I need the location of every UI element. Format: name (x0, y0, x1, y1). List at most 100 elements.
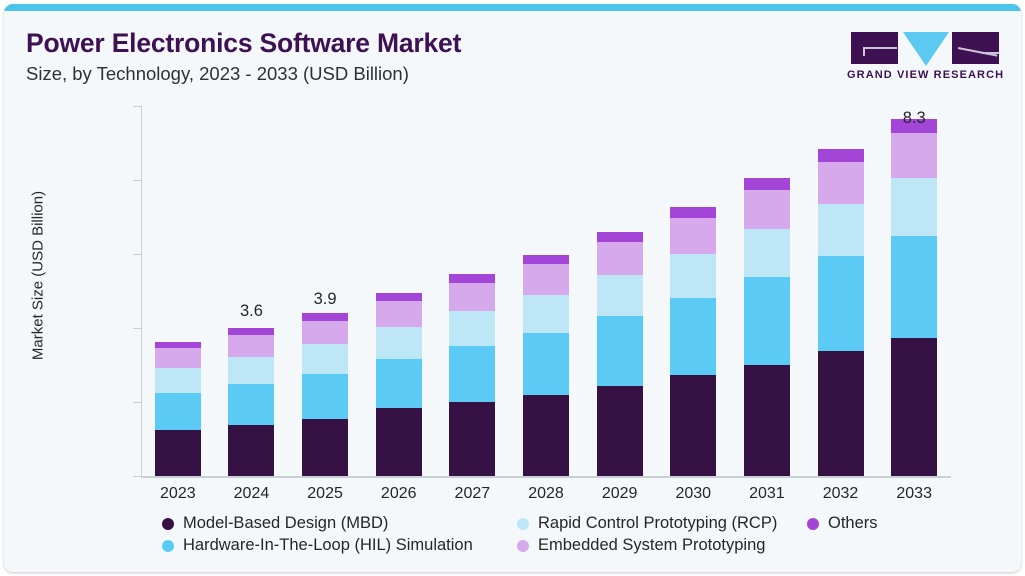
bar-segment[interactable] (743, 190, 790, 229)
logo-g-stem (863, 47, 865, 56)
legend-label: Model-Based Design (MBD) (183, 514, 389, 532)
bar-segment[interactable] (743, 365, 790, 476)
bar-segment[interactable] (523, 395, 569, 476)
accent-top-bar (4, 4, 1021, 11)
bar-segment[interactable] (743, 178, 790, 191)
bar-segment[interactable] (670, 218, 717, 254)
legend-color-swatch (162, 517, 174, 530)
bar-segment[interactable] (449, 402, 496, 476)
y-axis-line (141, 105, 142, 477)
bar-total-label: 3.6 (239, 302, 263, 320)
y-axis-tick (133, 106, 141, 107)
legend-item[interactable]: Model-Based Design (MBD) (162, 514, 388, 533)
bar-segment[interactable] (449, 273, 496, 283)
bar-segment[interactable] (449, 282, 496, 311)
bar-segment[interactable] (817, 203, 864, 257)
logo-r-bar (982, 52, 999, 54)
bar-segment[interactable] (596, 274, 643, 317)
bar-segment[interactable] (596, 231, 643, 243)
bar-stack[interactable] (228, 328, 275, 476)
bar-stack[interactable] (670, 207, 717, 476)
legend-label: Hardware-In-The-Loop (HIL) Simulation (183, 536, 473, 554)
bar-segment[interactable] (375, 326, 422, 359)
bar-segment[interactable] (596, 242, 643, 275)
bar-stack[interactable] (302, 312, 349, 476)
y-axis-tick (133, 328, 141, 329)
legend-label: Rapid Control Prototyping (RCP) (538, 514, 778, 532)
bar-segment[interactable] (228, 383, 275, 425)
bar-segment[interactable] (302, 320, 349, 345)
bar-segment[interactable] (523, 332, 569, 396)
bar-stack[interactable] (449, 273, 496, 476)
legend-color-swatch (807, 517, 819, 530)
legend-item[interactable]: Rapid Control Prototyping (RCP) (517, 514, 777, 533)
bar-segment[interactable] (228, 424, 275, 476)
bar-segment[interactable] (154, 429, 201, 476)
legend-label: Others (828, 514, 878, 532)
bar-stack[interactable] (817, 149, 864, 476)
bar-segment[interactable] (154, 392, 201, 430)
bar-segment[interactable] (817, 350, 864, 476)
bar-segment[interactable] (228, 356, 275, 384)
bar-segment[interactable] (449, 345, 496, 403)
bar-segment[interactable] (670, 298, 717, 376)
bar-segment[interactable] (670, 207, 717, 219)
bar-segment[interactable] (670, 375, 717, 476)
bar-segment[interactable] (154, 342, 201, 349)
bar-segment[interactable] (228, 328, 275, 335)
bar-stack[interactable] (891, 118, 938, 476)
bar-segment[interactable] (596, 316, 643, 386)
bar-stack[interactable] (523, 254, 569, 476)
chart-header: Power Electronics Software Market Size, … (4, 11, 1021, 91)
bar-segment[interactable] (375, 300, 422, 327)
legend-item[interactable]: Hardware-In-The-Loop (HIL) Simulation (162, 536, 473, 555)
bar-total-label: 3.9 (313, 289, 337, 308)
logo-v-triangle-icon (903, 32, 949, 66)
x-axis-tick-label: 2033 (896, 485, 932, 502)
x-axis-tick-label: 2027 (454, 485, 491, 502)
bar-segment[interactable] (817, 149, 864, 163)
bar-segment[interactable] (817, 256, 864, 351)
bar-segment[interactable] (743, 228, 790, 277)
bar-segment[interactable] (891, 178, 938, 236)
page-subtitle: Size, by Technology, 2023 - 2033 (USD Bi… (26, 63, 409, 84)
bar-segment[interactable] (891, 235, 938, 339)
bar-segment[interactable] (154, 367, 201, 393)
bar-segment[interactable] (302, 374, 349, 420)
bar-stack[interactable] (375, 292, 422, 476)
bar-stack[interactable] (743, 178, 790, 476)
chart-card: Power Electronics Software Market Size, … (4, 4, 1021, 572)
x-axis-tick-label: 2032 (822, 485, 859, 502)
bar-segment[interactable] (154, 348, 201, 368)
bar-segment[interactable] (375, 292, 422, 301)
bar-total-label: 8.3 (902, 108, 926, 127)
bar-stack[interactable] (154, 342, 201, 476)
logo-g-icon (851, 32, 898, 64)
bar-segment[interactable] (523, 294, 569, 333)
bar-segment[interactable] (891, 338, 938, 476)
bar-segment[interactable] (302, 312, 349, 321)
legend-item[interactable]: Embedded System Prototyping (517, 536, 765, 555)
bar-segment[interactable] (817, 162, 864, 204)
legend-item[interactable]: Others (807, 514, 878, 533)
bar-segment[interactable] (302, 344, 349, 375)
bar-segment[interactable] (523, 264, 569, 295)
legend-color-swatch (162, 539, 174, 552)
x-axis-tick-label: 2028 (528, 485, 564, 502)
bar-segment[interactable] (228, 335, 275, 357)
bar-segment[interactable] (302, 419, 349, 476)
bar-segment[interactable] (891, 133, 938, 179)
legend-color-swatch (517, 539, 529, 552)
bar-segment[interactable] (375, 408, 422, 476)
bar-segment[interactable] (449, 310, 496, 346)
bar-segment[interactable] (891, 118, 938, 134)
logo-r-icon (952, 32, 999, 64)
bar-segment[interactable] (523, 254, 569, 265)
bar-segment[interactable] (670, 253, 717, 298)
brand-logo: GRAND VIEW RESEARCH (847, 27, 1003, 89)
bar-stack[interactable] (596, 231, 643, 476)
bar-segment[interactable] (596, 385, 643, 476)
x-axis-tick-label: 2030 (675, 485, 712, 502)
bar-segment[interactable] (743, 276, 790, 365)
bar-segment[interactable] (375, 358, 422, 409)
